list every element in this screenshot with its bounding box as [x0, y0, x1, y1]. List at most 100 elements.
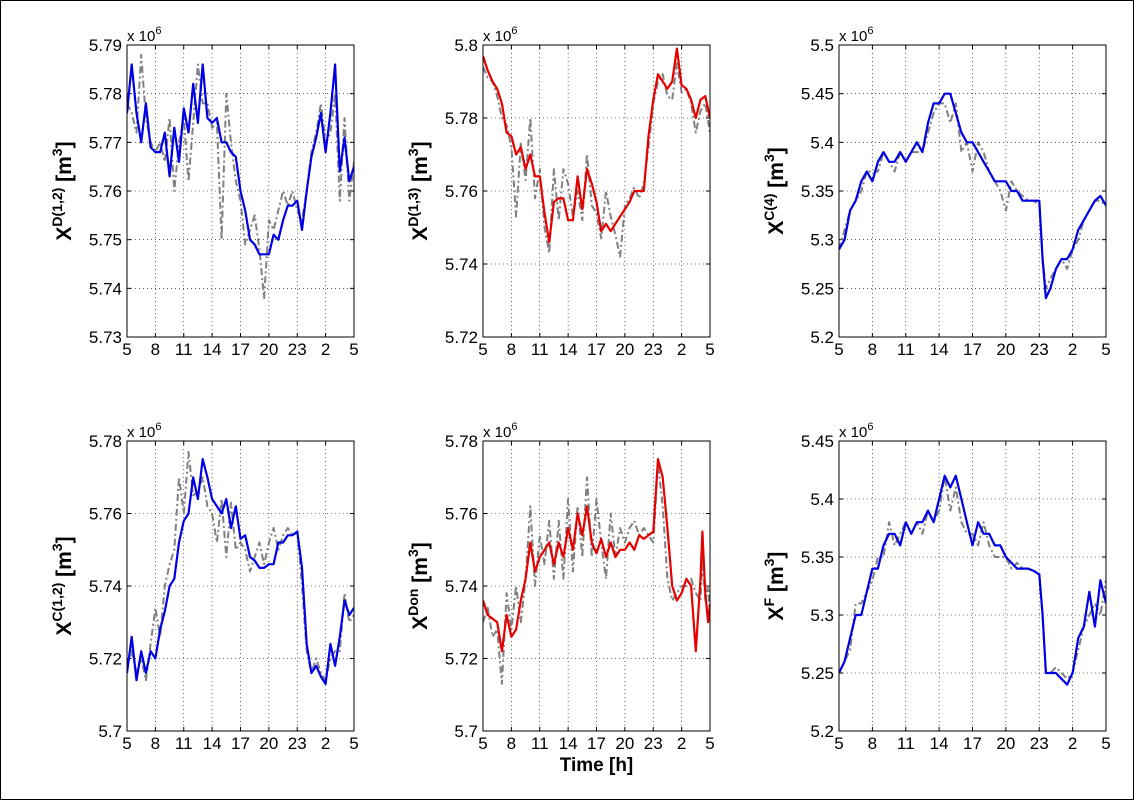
x-tick-label: 20: [996, 340, 1015, 359]
x-tick-label: 11: [175, 734, 193, 753]
x-tick-label: 5: [349, 340, 358, 359]
y-tick-label: 5.74: [89, 279, 122, 298]
y-scale-factor: x 106: [483, 421, 517, 441]
axes-frame: [126, 44, 355, 338]
y-tick-label: 5.7: [98, 722, 122, 741]
y-tick-label: 5.74: [89, 577, 122, 596]
x-tick-label: 5: [834, 340, 843, 359]
y-axis-label: XD(1,2) [m3]: [49, 141, 76, 240]
y-label-symbol: X: [765, 606, 788, 620]
y-label-symbol: X: [409, 227, 432, 241]
y-label-superscript: Don: [405, 589, 421, 616]
subplot-4: 5 8 11 14 17 20 23 2 55.75.725.745.765.78 x 106XC…: [49, 421, 359, 753]
x-axis-label: Time [h]: [560, 755, 634, 776]
y-tick-label: 5.76: [445, 182, 478, 201]
y-tick-label: 5.2: [810, 328, 834, 347]
y-scale-exponent: 6: [867, 25, 873, 37]
x-tick-label: 8: [507, 734, 516, 753]
x-tick-label: 2: [677, 340, 686, 359]
y-scale-exponent: 6: [511, 25, 517, 37]
y-tick-label: 5.78: [89, 85, 122, 104]
x-tick-label: 11: [897, 734, 915, 753]
y-tick-label: 5.72: [445, 328, 478, 347]
y-scale-factor: x 106: [127, 421, 161, 441]
x-tick-label: 14: [203, 340, 222, 359]
axes-frame: [482, 440, 711, 732]
x-tick-label: 2: [1068, 340, 1077, 359]
axes-frame: [482, 44, 711, 338]
y-scale-exponent: 6: [155, 25, 161, 37]
y-label-symbol: X: [53, 622, 76, 636]
x-tick-label: 20: [259, 340, 278, 359]
x-tick-label: 5: [705, 340, 714, 359]
x-tick-label: 2: [321, 340, 330, 359]
x-tick-label: 17: [587, 734, 606, 753]
y-label-superscript: F: [761, 597, 777, 606]
x-tick-label: 8: [868, 734, 877, 753]
y-scale-base: x 10: [127, 28, 155, 45]
y-tick-label: 5.45: [801, 85, 834, 104]
y-tick-label: 5.72: [89, 650, 122, 669]
x-tick-label: 8: [151, 340, 160, 359]
y-label-superscript: 3: [49, 543, 65, 551]
x-tick-label: 11: [531, 340, 549, 359]
y-label-unit: [m: [409, 557, 432, 589]
x-tick-label: 5: [349, 734, 358, 753]
x-tick-label: 2: [321, 734, 330, 753]
y-scale-base: x 10: [839, 424, 867, 441]
y-axis-label: XF [m3]: [761, 552, 788, 621]
x-tick-label: 11: [897, 340, 915, 359]
subplot-2: 5 8 11 14 17 20 23 2 55.725.745.765.785.8 x 106XD…: [405, 25, 715, 359]
series-line-estimated: [483, 47, 710, 244]
x-tick-label: 17: [231, 734, 250, 753]
series-line-estimated: [127, 63, 354, 256]
y-tick-label: 5.4: [810, 133, 834, 152]
y-tick-label: 5.35: [801, 548, 834, 567]
y-tick-label: 5.8: [454, 36, 478, 55]
subplot-3: 5 8 11 14 17 20 23 2 55.25.255.35.355.45.455.5 x …: [761, 25, 1111, 359]
y-label-superscript: C(4): [761, 194, 777, 221]
y-tick-label: 5.2: [810, 722, 834, 741]
x-tick-label: 5: [1101, 340, 1110, 359]
y-tick-label: 5.5: [810, 36, 834, 55]
y-label-symbol: X: [765, 221, 788, 235]
y-scale-exponent: 6: [511, 421, 517, 433]
x-tick-label: 23: [1030, 340, 1049, 359]
y-scale-factor: x 106: [483, 25, 517, 45]
subplot-6: 5 8 11 14 17 20 23 2 55.25.255.35.355.45.45 x 106…: [761, 421, 1111, 753]
y-label-unit: [m: [409, 156, 432, 188]
x-tick-label: 11: [531, 734, 549, 753]
x-tick-label: 23: [1030, 734, 1049, 753]
y-label-unit: ]: [409, 542, 432, 549]
y-scale-base: x 10: [839, 28, 867, 45]
y-tick-label: 5.78: [89, 432, 122, 451]
y-tick-label: 5.25: [801, 279, 834, 298]
x-tick-label: 5: [122, 734, 131, 753]
x-tick-label: 17: [587, 340, 606, 359]
x-tick-label: 17: [231, 340, 250, 359]
y-tick-label: 5.7: [454, 722, 478, 741]
y-label-superscript: C(1,2): [49, 583, 65, 622]
x-tick-label: 5: [478, 340, 487, 359]
x-tick-label: 20: [996, 734, 1015, 753]
y-tick-label: 5.4: [810, 490, 834, 509]
x-tick-label: 23: [644, 340, 663, 359]
y-axis-label: XDon [m3]: [405, 542, 432, 630]
y-tick-label: 5.76: [445, 505, 478, 524]
y-label-symbol: X: [409, 616, 432, 630]
y-axis-label: XD(1,3) [m3]: [405, 141, 432, 240]
x-tick-label: 20: [615, 734, 634, 753]
x-tick-label: 5: [122, 340, 131, 359]
y-label-unit: ]: [765, 552, 788, 559]
y-tick-label: 5.25: [801, 664, 834, 683]
y-tick-label: 5.74: [445, 255, 478, 274]
x-tick-label: 17: [963, 734, 982, 753]
y-axis-label: XC(4) [m3]: [761, 147, 788, 235]
y-label-unit: ]: [765, 147, 788, 154]
series-line-measured: [127, 450, 354, 682]
subplot-1: 5 8 11 14 17 20 23 2 55.735.745.755.765.775.785.…: [49, 25, 359, 359]
x-tick-label: 20: [259, 734, 278, 753]
y-label-unit: [m: [53, 156, 76, 188]
y-tick-label: 5.76: [89, 505, 122, 524]
